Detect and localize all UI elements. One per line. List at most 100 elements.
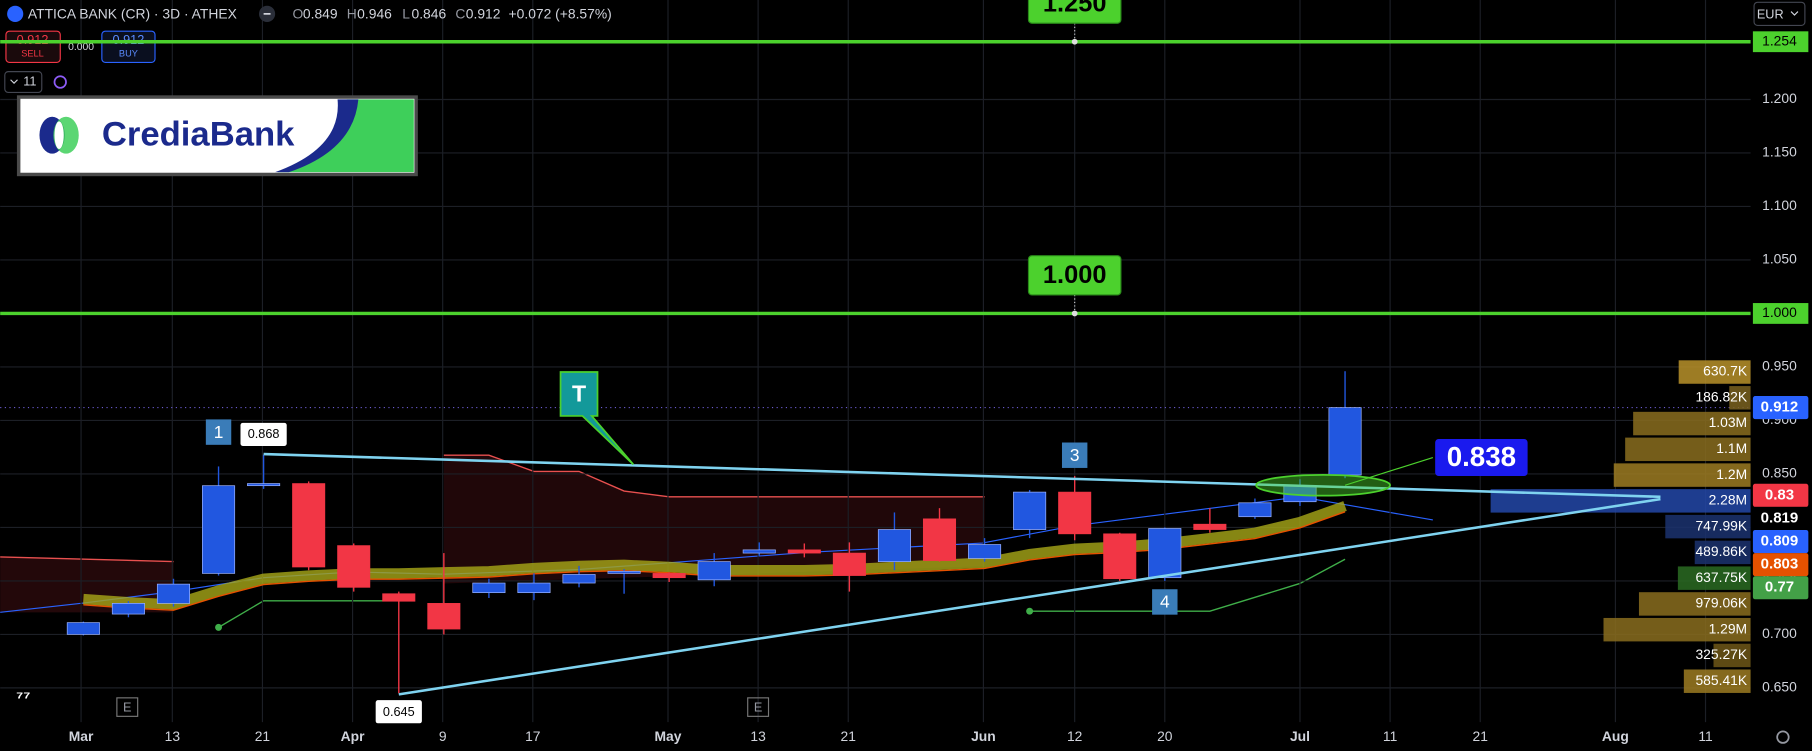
y-tick-label: 0.850 <box>1762 465 1797 481</box>
callout-label: T <box>572 380 586 406</box>
price-note <box>375 700 422 724</box>
axis-label-box <box>1752 303 1809 324</box>
profile-label: 1.29M <box>1709 620 1748 636</box>
profile-label: 630.7K <box>1703 363 1748 379</box>
profile-bar <box>1683 669 1751 693</box>
y-tick-label: 0.700 <box>1762 625 1797 641</box>
profile-bar <box>1665 514 1751 539</box>
x-tick-label: 21 <box>1473 728 1489 744</box>
level-tag-box <box>1027 0 1122 24</box>
x-tick-label: Mar <box>69 728 94 744</box>
candle-body <box>652 573 686 579</box>
candle-body <box>111 603 145 615</box>
earnings-marker <box>116 697 139 717</box>
x-tick-label: Aug <box>1602 728 1629 744</box>
indicator-line <box>1029 558 1346 612</box>
currency: EUR <box>1757 7 1784 21</box>
price-label-box <box>1752 396 1809 420</box>
x-tick-label: 12 <box>1067 728 1083 744</box>
marker <box>1061 442 1088 468</box>
profile-label: 637.75K <box>1695 569 1747 585</box>
candle-body <box>1103 533 1137 580</box>
x-tick-label: Jul <box>1290 728 1310 744</box>
price-label: 0.83 <box>1765 486 1794 503</box>
ohlc-label: L <box>402 6 410 22</box>
profile-label: 186.82K <box>1695 388 1747 404</box>
trendline <box>263 452 1661 499</box>
refresh-icon[interactable] <box>53 75 67 89</box>
price-label-box <box>1752 553 1809 577</box>
interval-dropdown[interactable] <box>4 71 43 94</box>
marker <box>205 419 232 445</box>
price-note-label: 0.645 <box>383 705 415 719</box>
profile-bar <box>1677 566 1751 590</box>
candle-body <box>607 570 641 574</box>
candle-body <box>922 518 957 561</box>
price-label-box <box>1752 483 1809 507</box>
profile-label: 1.03M <box>1709 414 1748 430</box>
axis-label: 1.254 <box>1762 32 1797 48</box>
candle-body <box>427 603 461 630</box>
level-dot <box>1071 310 1078 317</box>
logo-icon <box>54 121 64 150</box>
logo-shape <box>275 99 359 173</box>
candle-body <box>742 549 776 554</box>
dot <box>215 623 223 631</box>
marker <box>1152 589 1178 615</box>
chevron <box>10 79 18 85</box>
interval: 11 <box>23 74 36 88</box>
candle-body <box>562 574 596 584</box>
price-label-box <box>1752 576 1809 600</box>
buy-button[interactable] <box>101 30 156 63</box>
settings-icon[interactable] <box>1776 730 1790 744</box>
price-label: 0.809 <box>1761 533 1799 550</box>
volume-profile: 630.7K 186.82K 1.03M 1.1M 1.2M 2.28M 747.99K 48… <box>1490 360 1751 693</box>
candle-body <box>832 552 866 576</box>
x-tick-label: 17 <box>525 728 541 744</box>
candle-body <box>1058 491 1092 535</box>
connector <box>1344 456 1434 486</box>
dot <box>1026 607 1034 615</box>
candle-body <box>66 622 100 635</box>
buy-label: BUY <box>119 49 138 59</box>
target-label: 0.838 <box>1447 441 1516 472</box>
x-tick-label: 13 <box>750 728 766 744</box>
marker-label: 4 <box>1160 592 1170 612</box>
price-label: 0.803 <box>1761 556 1799 573</box>
currency-button[interactable] <box>1753 1 1806 26</box>
ohlc-value: 0.912 <box>466 6 501 22</box>
y-tick-label: 1.150 <box>1762 144 1797 160</box>
profile-bar <box>1713 643 1751 668</box>
x-tick-label: 11 <box>1698 728 1713 744</box>
spread: 0.000 <box>68 42 94 53</box>
profile-label: 1.1M <box>1716 440 1747 456</box>
profile-bar <box>1625 437 1751 462</box>
x-tick-label: 21 <box>255 728 271 744</box>
x-tick-label: 20 <box>1157 728 1173 744</box>
candle-body <box>1328 407 1362 476</box>
ohlc-label: C <box>455 6 465 22</box>
target-box <box>1435 439 1528 477</box>
profile-bar <box>1613 463 1751 487</box>
change: +0.072 (+8.57%) <box>509 6 612 22</box>
profile-bar <box>1678 360 1751 384</box>
profile-label: 489.86K <box>1695 543 1747 559</box>
trendline <box>398 497 1661 696</box>
x-tick-label: 11 <box>1383 728 1398 744</box>
indicator-line <box>443 454 985 498</box>
symbol: ATTICA BANK (CR) · 3D · ATHEX <box>28 6 237 22</box>
y-tick-label: 1.200 <box>1762 90 1797 106</box>
candle-body <box>292 483 326 568</box>
tv-logo: ⁷⁷ <box>16 688 30 708</box>
candle-body <box>1193 523 1227 530</box>
price-label: 0.912 <box>1761 399 1799 416</box>
profile-label: 747.99K <box>1695 517 1747 533</box>
sell-button[interactable] <box>5 30 61 63</box>
price-note <box>240 422 287 446</box>
level-tag: 1.250 <box>1043 0 1107 17</box>
candle-body <box>472 582 506 594</box>
buy-price: 0.912 <box>113 33 145 47</box>
indicator-line <box>218 600 399 628</box>
